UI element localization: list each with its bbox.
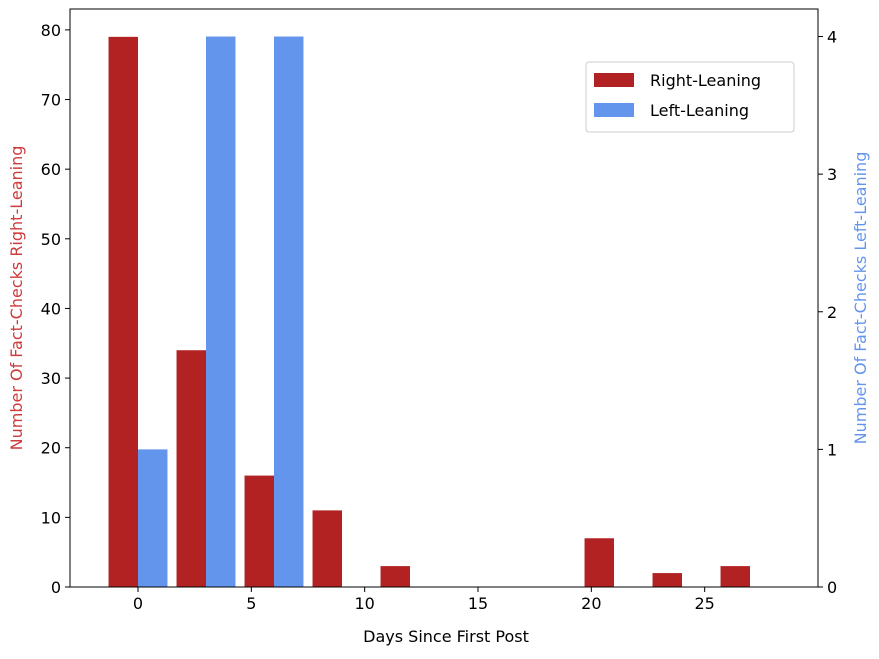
legend-box xyxy=(585,61,795,133)
legend-label-left-leaning: Left-Leaning xyxy=(650,101,749,120)
y-left-axis-label: Number Of Fact-Checks Right-Leaning xyxy=(7,146,26,451)
bar-left-leaning xyxy=(274,36,304,588)
legend-label-right-leaning: Right-Leaning xyxy=(650,71,761,90)
bar-right-leaning xyxy=(584,538,614,587)
y-left-tick-label: 0 xyxy=(51,578,61,597)
y-right-tick-label: 2 xyxy=(827,303,837,322)
y-left-tick-label: 80 xyxy=(41,21,61,40)
axes-layer xyxy=(69,8,819,588)
bar-right-leaning xyxy=(720,566,750,587)
y-left-tick-label: 60 xyxy=(41,160,61,179)
x-tick-label: 15 xyxy=(468,594,488,613)
x-axis-label: Days Since First Post xyxy=(363,627,529,646)
bar-right-leaning xyxy=(108,36,138,588)
y-right-tick-label: 4 xyxy=(827,28,837,47)
bar-right-leaning xyxy=(176,350,206,587)
x-tick-label: 10 xyxy=(354,594,374,613)
ticks-layer: 0 5 10 15 20 25 0 10 20 30 40 50 60 70 80 0 1 2 3 4 xyxy=(41,21,838,613)
y-left-tick-label: 20 xyxy=(41,439,61,458)
bar-right-leaning xyxy=(244,475,274,587)
bar-right-leaning xyxy=(380,566,410,587)
y-right-tick-label: 3 xyxy=(827,165,837,184)
y-left-tick-label: 30 xyxy=(41,369,61,388)
bar-right-leaning xyxy=(312,510,342,587)
legend-swatch-left-leaning xyxy=(594,103,634,117)
bar-left-leaning xyxy=(206,36,236,588)
y-left-tick-label: 50 xyxy=(41,230,61,249)
y-left-tick-label: 40 xyxy=(41,299,61,318)
y-right-tick-label: 1 xyxy=(827,440,837,459)
y-right-tick-label: 0 xyxy=(827,578,837,597)
bar-left-leaning xyxy=(138,449,168,587)
bar-right-leaning xyxy=(652,573,682,587)
x-tick-label: 20 xyxy=(581,594,601,613)
legend-swatch-right-leaning xyxy=(594,73,634,87)
plot-frame xyxy=(69,8,819,588)
legend: Right-Leaning Left-Leaning xyxy=(585,61,795,133)
y-left-tick-label: 70 xyxy=(41,91,61,110)
x-tick-label: 5 xyxy=(246,594,256,613)
x-tick-label: 0 xyxy=(133,594,143,613)
y-right-axis-label: Number Of Fact-Checks Left-Leaning xyxy=(851,152,870,445)
x-tick-label: 25 xyxy=(694,594,714,613)
bars-layer xyxy=(108,36,750,588)
y-left-tick-label: 10 xyxy=(41,508,61,527)
